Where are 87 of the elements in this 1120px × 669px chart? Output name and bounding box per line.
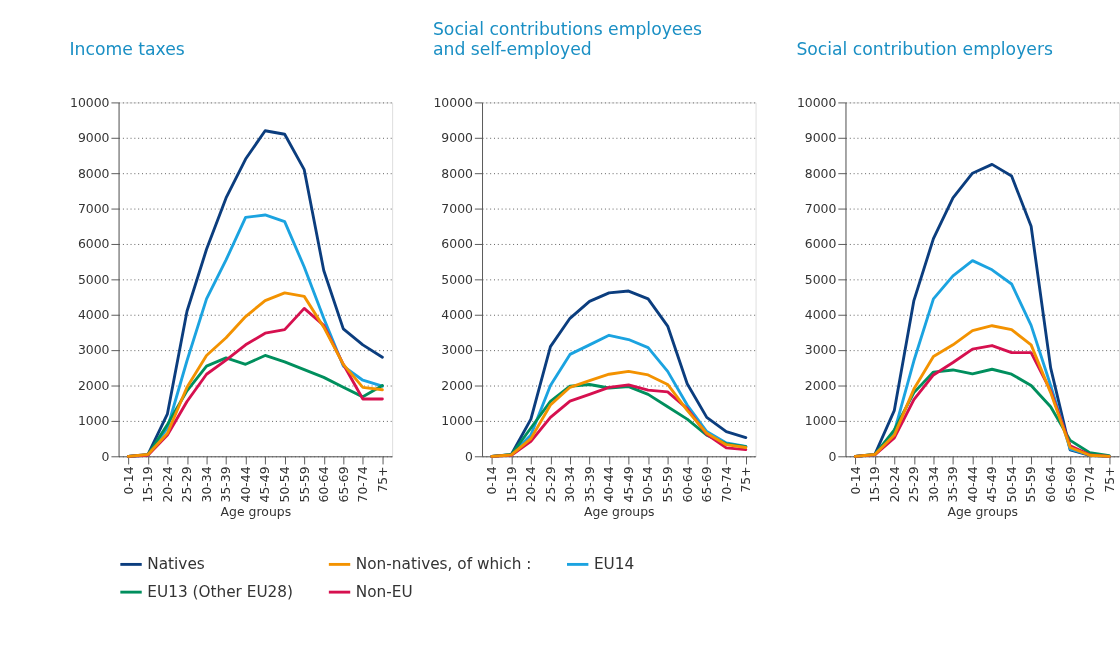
x-tick-label: 25-29 [906, 466, 922, 503]
x-tick-label: 15-19 [503, 466, 519, 503]
legend-label: EU13 (Other EU28) [147, 582, 294, 601]
y-tick-label: 5000 [441, 271, 474, 287]
x-tick-label: 55-59 [296, 466, 312, 503]
x-axis-title: Age groups [584, 503, 655, 519]
y-tick-label: 10000 [796, 94, 837, 110]
y-tick-label: 9000 [804, 130, 837, 146]
x-tick-label: 45-49 [620, 466, 636, 503]
y-tick-label: 8000 [77, 165, 110, 181]
y-tick-label: 1000 [77, 413, 110, 429]
y-tick-label: 7000 [804, 200, 837, 216]
x-tick-label: 20-24 [523, 466, 539, 503]
legend-label: Non-EU [355, 582, 413, 601]
y-tick-label: 0 [101, 448, 110, 464]
y-tick-label: 4000 [804, 307, 837, 323]
x-tick-label: 35-39 [581, 466, 597, 503]
x-tick-label: 20-24 [159, 466, 175, 503]
x-tick-label: 65-69 [335, 466, 351, 503]
y-tick-label: 4000 [441, 307, 474, 323]
x-tick-label: 40-44 [601, 466, 617, 503]
y-tick-label: 3000 [441, 342, 474, 358]
x-tick-label: 75+ [374, 466, 390, 493]
y-tick-label: 5000 [804, 271, 837, 287]
y-tick-label: 2000 [441, 377, 474, 393]
y-tick-label: 6000 [441, 236, 474, 252]
y-tick-label: 10000 [433, 94, 474, 110]
y-tick-label: 1000 [441, 413, 474, 429]
x-tick-label: 50-54 [640, 466, 656, 503]
x-tick-label: 15-19 [140, 466, 156, 503]
x-tick-label: 70-74 [1082, 466, 1098, 503]
y-tick-label: 9000 [441, 130, 474, 146]
y-tick-label: 3000 [804, 342, 837, 358]
chart-title: Income taxes [69, 38, 185, 59]
x-tick-label: 55-59 [659, 466, 675, 503]
y-tick-label: 2000 [804, 377, 837, 393]
x-tick-label: 25-29 [542, 466, 558, 503]
x-tick-label: 20-24 [886, 466, 902, 503]
x-tick-label: 30-34 [198, 466, 214, 503]
chart-title: Social contributions employees and self-employed [432, 19, 703, 59]
x-tick-label: 60-64 [1042, 466, 1058, 503]
y-tick-label: 0 [465, 448, 474, 464]
y-tick-label: 3000 [77, 342, 110, 358]
y-tick-label: 9000 [77, 130, 110, 146]
x-tick-label: 35-39 [218, 466, 234, 503]
y-tick-label: 6000 [77, 236, 110, 252]
line-series [490, 369, 748, 458]
y-tick-label: 2000 [77, 377, 110, 393]
y-tick-label: 4000 [77, 307, 110, 323]
chart-title: Social contribution employers [796, 38, 1053, 59]
x-tick-label: 40-44 [237, 466, 253, 503]
legend-label: EU14 [593, 555, 635, 574]
y-tick-label: 8000 [804, 165, 837, 181]
y-tick-label: 10000 [69, 94, 110, 110]
x-tick-label: 50-54 [1003, 466, 1019, 503]
x-tick-label: 60-64 [316, 466, 332, 503]
x-tick-label: 30-34 [925, 466, 941, 503]
x-tick-label: 75+ [1101, 466, 1117, 493]
y-tick-label: 5000 [77, 271, 110, 287]
x-tick-label: 25-29 [179, 466, 195, 503]
y-tick-label: 8000 [441, 165, 474, 181]
x-axis-title: Age groups [947, 503, 1019, 519]
x-tick-label: 45-49 [257, 466, 273, 503]
x-tick-label: 15-19 [867, 466, 883, 503]
x-tick-label: 70-74 [355, 466, 371, 503]
x-tick-label: 55-59 [1023, 466, 1039, 503]
y-tick-label: 6000 [804, 236, 837, 252]
x-tick-label: 0-14 [484, 466, 500, 495]
x-tick-label: 50-54 [276, 466, 292, 503]
x-axis-title: Age groups [220, 503, 292, 519]
x-tick-label: 0-14 [120, 466, 136, 495]
x-tick-label: 40-44 [964, 466, 980, 503]
y-tick-label: 7000 [77, 200, 110, 216]
x-tick-label: 65-69 [1062, 466, 1078, 503]
x-tick-label: 65-69 [699, 466, 715, 503]
y-tick-label: 1000 [804, 413, 837, 429]
y-tick-label: 7000 [441, 200, 474, 216]
x-tick-label: 45-49 [984, 466, 1000, 503]
y-tick-label: 0 [828, 448, 837, 464]
legend-label: Non-natives, of which : [355, 555, 532, 574]
x-tick-label: 70-74 [718, 466, 734, 503]
x-tick-label: 60-64 [679, 466, 695, 503]
x-tick-label: 0-14 [847, 466, 863, 495]
x-tick-label: 75+ [738, 466, 754, 493]
x-tick-label: 35-39 [945, 466, 961, 503]
x-tick-label: 30-34 [562, 466, 578, 503]
legend-label: Natives [147, 555, 205, 574]
